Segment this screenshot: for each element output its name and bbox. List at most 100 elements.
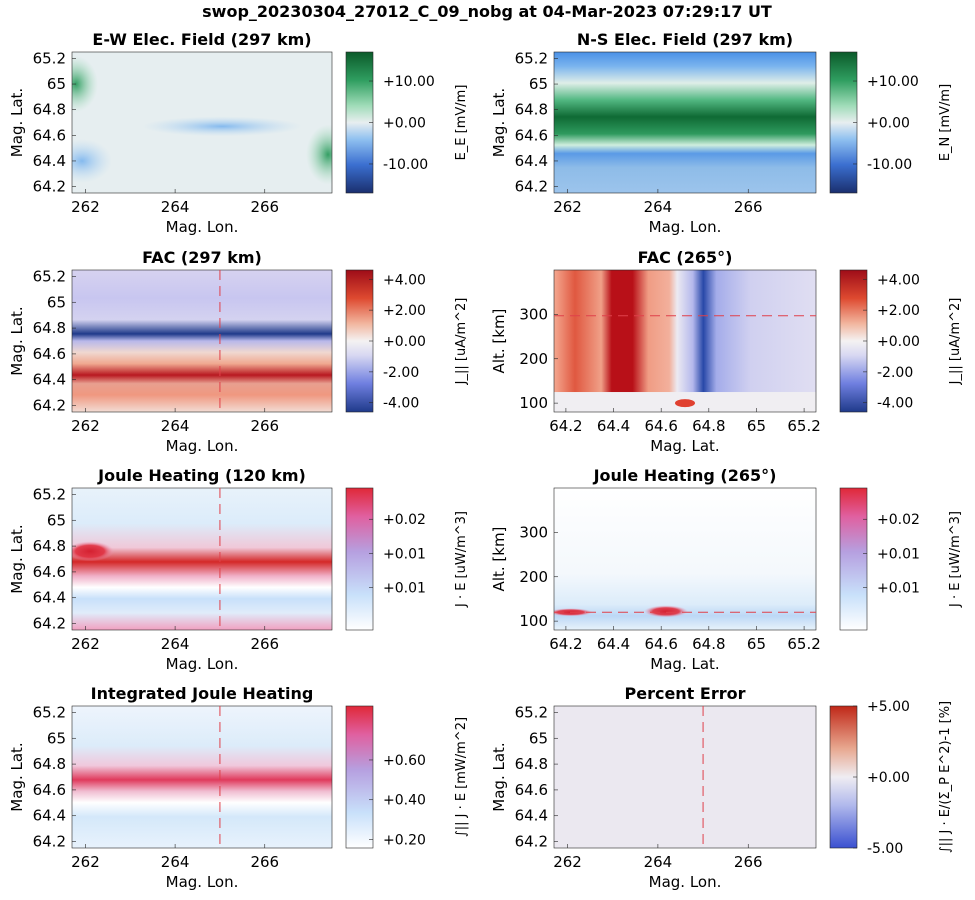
y-tick-label: 65 (529, 729, 548, 747)
colorbar-tick-label: +0.00 (877, 334, 920, 350)
colorbar-tick-label: +0.02 (383, 512, 426, 528)
colorbar-tick-label: +0.00 (867, 116, 910, 132)
colorbar-gradient (829, 51, 858, 194)
x-tick-label: 64.4 (597, 635, 630, 653)
x-tick-label: 64.4 (597, 417, 630, 435)
colorbar-tick-label: +0.00 (867, 770, 910, 786)
x-tick-label: 264 (161, 853, 190, 871)
y-tick-label: 64.6 (33, 126, 66, 144)
y-tick-label: 64.6 (515, 781, 548, 799)
x-tick-label: 264 (161, 635, 190, 653)
colorbar-label: E_N [mV/m] (938, 84, 953, 161)
heatmap-field (554, 488, 816, 630)
panel-title: E-W Elec. Field (297 km) (92, 30, 311, 49)
y-axis-label: Mag. Lat. (8, 742, 26, 811)
x-axis-label: Mag. Lon. (166, 655, 239, 673)
x-axis-label: Mag. Lon. (649, 218, 722, 236)
colorbar-gradient (345, 269, 374, 413)
panel-title: FAC (265°) (638, 248, 733, 267)
colorbar-tick-label: +0.20 (383, 832, 426, 848)
x-tick-label: 266 (250, 635, 279, 653)
y-tick-label: 64.4 (33, 807, 66, 825)
panel-joule-120: Joule Heating (120 km) 262 264 266 65.2 65 64.… (8, 466, 469, 673)
y-tick-label: 64.8 (33, 319, 66, 337)
x-tick-label: 65 (747, 417, 766, 435)
y-tick-label: 64.6 (33, 345, 66, 363)
colorbar-label: E_E [mV/m] (454, 85, 469, 161)
colorbar-label: J · E [uW/m^3] (454, 511, 469, 608)
heatmap-ew-field (72, 52, 332, 193)
colorbar-tick-label: +0.00 (383, 116, 426, 132)
y-tick-label: 64.8 (515, 101, 548, 119)
y-tick-label: 65 (47, 75, 66, 93)
panel-fac-297: FAC (297 km) 262 264 266 65.2 65 64.8 64.6 64.4 6… (8, 248, 469, 455)
colorbar: +4.00 +2.00 +0.00 -2.00 -4.00 J_|| [uA/m^2] (345, 269, 469, 413)
panel-joule-265: Joule Heating (265°) 64.2 64.4 64.6 64.8 65 65… (490, 466, 963, 673)
colorbar: +10.00 +0.00 -10.00 E_E [mV/m] (345, 51, 469, 194)
y-tick-label: 64.4 (515, 152, 548, 170)
colorbar: +10.00 +0.00 -10.00 E_N [mV/m] (829, 51, 953, 194)
x-tick-label: 264 (161, 198, 190, 216)
plot-frame (553, 269, 817, 413)
x-axis-label: Mag. Lat. (650, 437, 719, 455)
panel-title: N-S Elec. Field (297 km) (577, 30, 793, 49)
panel-title: Percent Error (624, 684, 745, 703)
panel-title: Joule Heating (120 km) (97, 466, 306, 485)
heatmap-field (554, 270, 816, 412)
colorbar-tick-label: +2.00 (877, 303, 920, 319)
colorbar-label: ∫|| J · E [mW/m^2] (454, 717, 469, 837)
panel-title: FAC (297 km) (142, 248, 262, 267)
y-tick-label: 65 (529, 75, 548, 93)
y-tick-label: 64.6 (515, 126, 548, 144)
plot-frame (71, 269, 333, 413)
heatmap-field (72, 270, 332, 412)
panels: E-W Elec. Field (297 km) 262 264 266 65.2 65 6… (8, 30, 963, 891)
y-tick-label: 64.6 (33, 563, 66, 581)
y-tick-label: 200 (519, 350, 548, 368)
heatmap-patch (306, 124, 332, 185)
x-tick-label: 64.8 (692, 635, 725, 653)
y-tick-label: 100 (519, 612, 548, 630)
y-tick-label: 65.2 (33, 49, 66, 67)
y-tick-label: 64.4 (33, 152, 66, 170)
x-tick-label: 64.8 (692, 417, 725, 435)
x-tick-label: 262 (71, 198, 100, 216)
x-tick-label: 262 (71, 853, 100, 871)
x-tick-label: 65.2 (787, 417, 820, 435)
colorbar-tick-label: +2.00 (383, 303, 426, 319)
colorbar-gradient (345, 487, 374, 631)
x-tick-label: 264 (644, 853, 673, 871)
y-axis-label: Mag. Lat. (8, 306, 26, 375)
colorbar-tick-label: -2.00 (383, 365, 419, 381)
y-axis-label: Alt. [km] (490, 527, 508, 592)
colorbar-tick-label: +10.00 (383, 74, 435, 90)
heatmap-percent-error (554, 706, 816, 848)
colorbar-tick-label: +4.00 (877, 272, 920, 288)
heatmap-patch (72, 56, 98, 113)
y-tick-label: 64.8 (33, 755, 66, 773)
colorbar-tick-label: +0.01 (383, 546, 426, 562)
y-tick-label: 300 (519, 523, 548, 541)
panel-percent-error: Percent Error 262 264 266 65.2 65 64.8 64.6 64.4… (490, 684, 953, 891)
y-tick-label: 64.4 (515, 807, 548, 825)
heatmap-field (554, 706, 816, 848)
y-tick-label: 64.4 (33, 371, 66, 389)
y-tick-label: 64.8 (33, 101, 66, 119)
colorbar: +0.60 +0.40 +0.20 ∫|| J · E [mW/m^2] (345, 705, 469, 848)
panel-title: Integrated Joule Heating (91, 684, 314, 703)
y-tick-label: 64.2 (33, 615, 66, 633)
plot-frame (71, 487, 333, 631)
colorbar-tick-label: -2.00 (877, 365, 913, 381)
colorbar-tick-label: +0.01 (877, 580, 920, 596)
plot-frame (71, 51, 333, 194)
heatmap-integrated-joule (72, 706, 332, 848)
y-tick-label: 65 (47, 729, 66, 747)
x-tick-label: 266 (250, 198, 279, 216)
x-axis-label: Mag. Lon. (166, 873, 239, 891)
colorbar-tick-label: -5.00 (867, 841, 903, 857)
panel-ew-field: E-W Elec. Field (297 km) 262 264 266 65.2 65 6… (8, 30, 469, 236)
colorbar-tick-label: +0.00 (383, 334, 426, 350)
y-axis-label: Mag. Lat. (490, 742, 508, 811)
colorbar-tick-label: +5.00 (867, 699, 910, 715)
plot-frame (553, 487, 817, 631)
